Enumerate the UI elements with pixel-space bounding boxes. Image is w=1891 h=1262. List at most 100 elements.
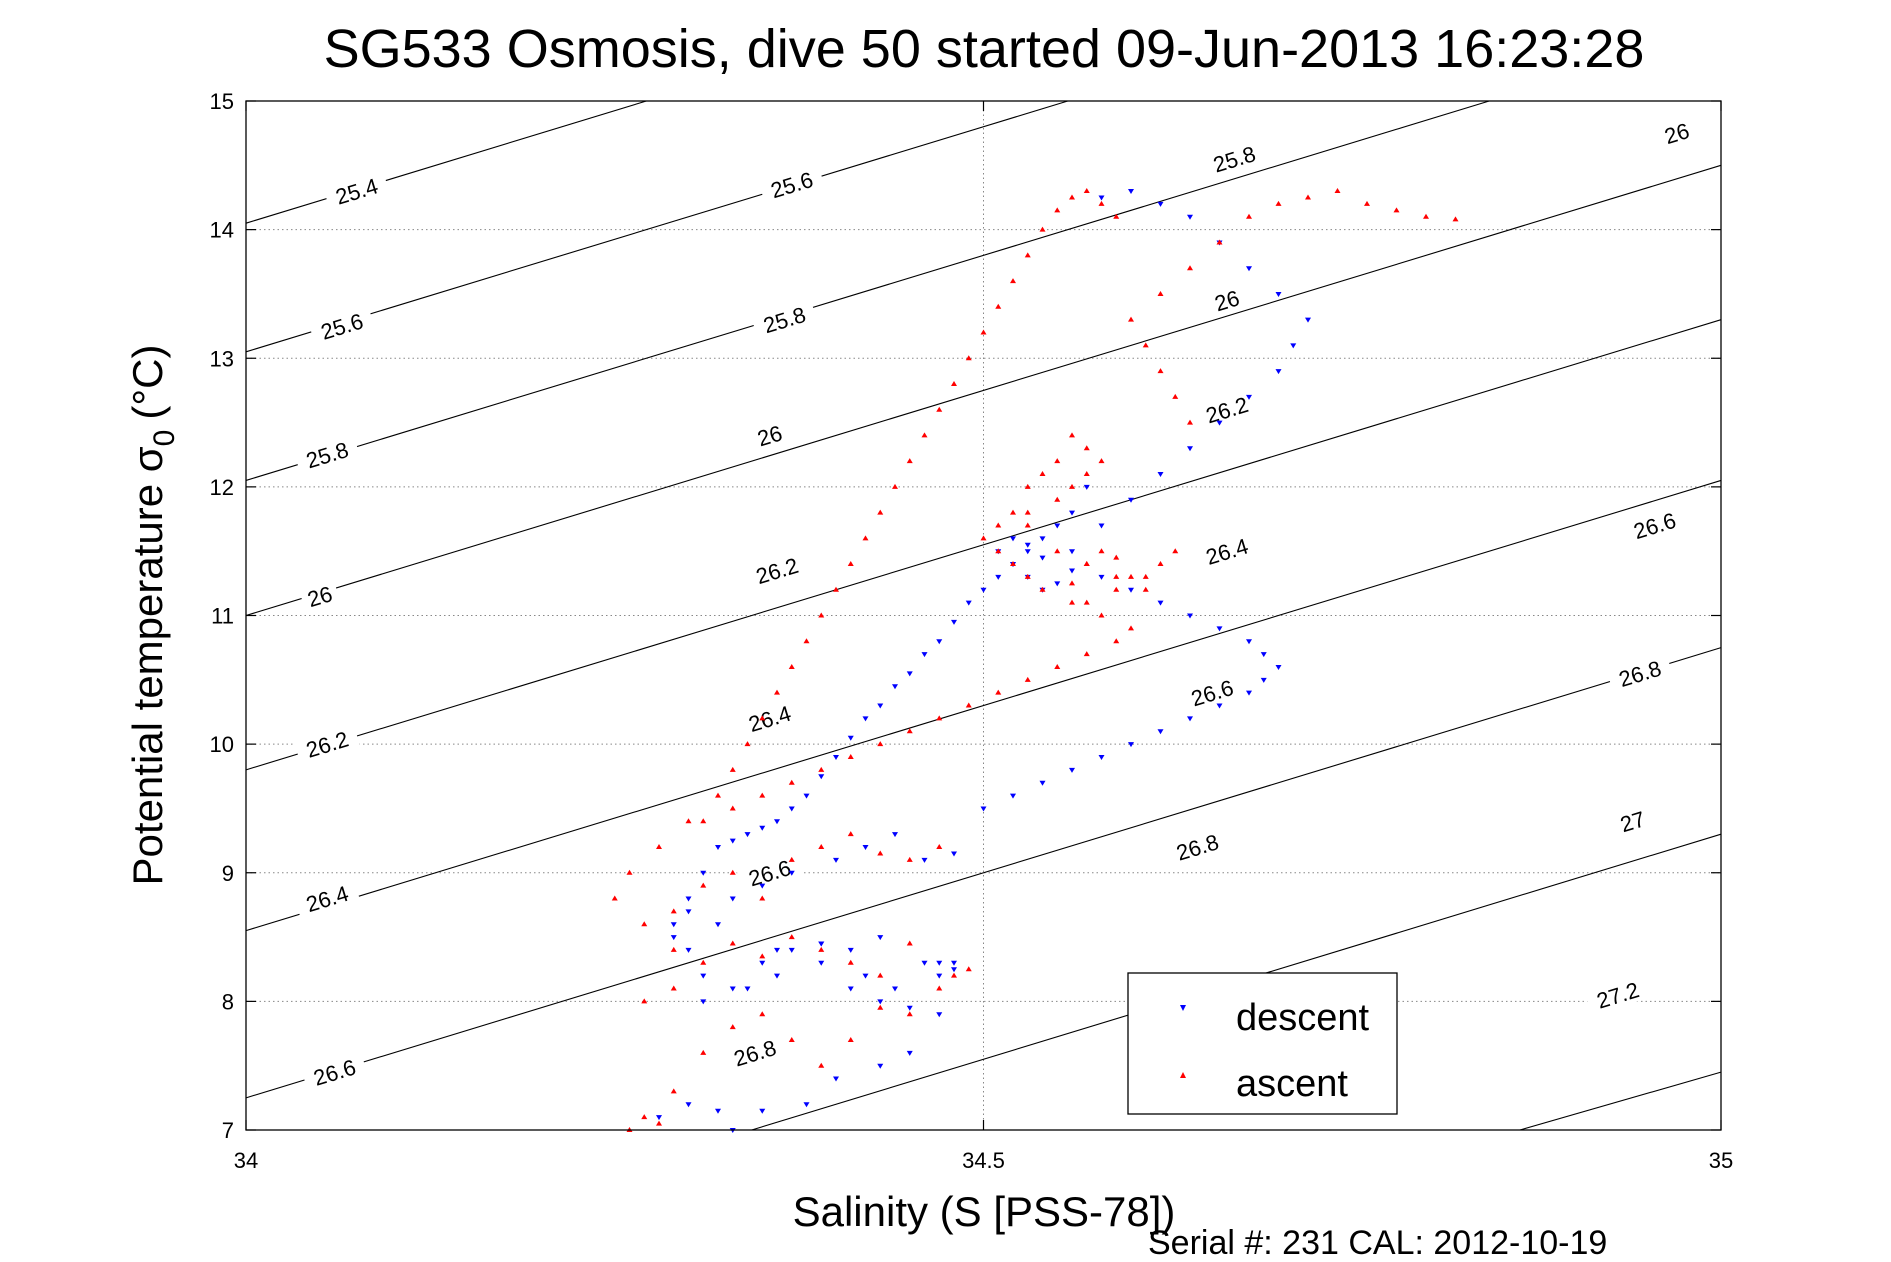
y-tick-label-2: 9 — [222, 861, 234, 886]
ascent-point-102 — [1098, 200, 1105, 206]
descent-point-88 — [951, 619, 957, 625]
descent-point-82 — [1039, 536, 1046, 542]
ascent-point-132 — [611, 895, 618, 901]
descent-point-42 — [1216, 703, 1223, 709]
ascent-point-21 — [818, 946, 825, 952]
descent-point-106 — [685, 896, 692, 902]
ascent-point-88 — [1142, 342, 1149, 348]
descent-point-26 — [729, 896, 736, 902]
descent-point-69 — [1275, 369, 1282, 375]
y-tick-label-5: 12 — [210, 475, 234, 500]
ascent-point-130 — [656, 844, 662, 850]
y-tick-label-4: 11 — [211, 604, 234, 629]
ascent-point-77 — [1098, 548, 1105, 554]
ascent-point-118 — [862, 535, 869, 541]
ascent-point-69 — [1010, 509, 1016, 515]
descent-point-61 — [1039, 555, 1046, 561]
ascent-point-96 — [1334, 188, 1341, 194]
ascent-point-47 — [1054, 663, 1061, 669]
ascent-point-122 — [803, 638, 810, 644]
ascent-point-57 — [980, 535, 987, 541]
descent-point-67 — [1216, 420, 1223, 426]
ascent-point-78 — [1083, 561, 1090, 567]
descent-point-60 — [1024, 542, 1031, 548]
ascent-point-30 — [818, 844, 825, 850]
contour-label-group-8: 26 — [748, 416, 791, 453]
chart-title: SG533 Osmosis, dive 50 started 09-Jun-20… — [324, 19, 1645, 79]
ascent-point-59 — [1024, 509, 1031, 515]
data-points — [611, 188, 1459, 1133]
ascent-point-124 — [774, 689, 780, 695]
contour-label-bg-2 — [1200, 136, 1268, 180]
ascent-point-87 — [1157, 368, 1164, 374]
ascent-point-4 — [700, 1049, 707, 1055]
descent-point-95 — [847, 735, 854, 741]
ascent-point-75 — [1128, 573, 1134, 579]
descent-point-12 — [774, 973, 780, 979]
descent-point-79 — [1083, 484, 1090, 490]
ascent-point-76 — [1113, 554, 1120, 560]
ascent-point-3 — [670, 1088, 677, 1094]
descent-point-97 — [818, 774, 825, 780]
contour-label-bg-10 — [298, 577, 341, 613]
legend-box — [1127, 972, 1398, 1115]
ascent-point-26 — [700, 882, 707, 888]
ascent-point-41 — [877, 741, 884, 747]
ascent-point-10 — [877, 1004, 884, 1010]
descent-point-37 — [1069, 767, 1075, 773]
contour-label-bg-24 — [1584, 972, 1651, 1016]
ascent-point-52 — [1069, 599, 1075, 605]
descent-point-1 — [656, 1115, 662, 1121]
descent-point-101 — [759, 825, 766, 831]
descent-point-4 — [759, 1108, 766, 1114]
descent-point-90 — [921, 652, 928, 658]
ascent-point-19 — [759, 953, 766, 959]
ascent-point-82 — [1142, 573, 1149, 579]
contour-label-bg-3 — [1655, 114, 1698, 150]
ascent-point-27 — [729, 869, 736, 875]
contour-label-bg-4 — [308, 303, 376, 347]
ascent-point-120 — [833, 586, 839, 592]
ascent-point-66 — [1054, 458, 1061, 464]
ascent-point-93 — [1246, 213, 1252, 219]
contour-label-bg-7 — [293, 432, 361, 476]
ascent-point-6 — [759, 1011, 766, 1017]
descent-point-49 — [1187, 613, 1193, 619]
ascent-point-34 — [936, 844, 943, 850]
descent-point-9 — [936, 1012, 943, 1018]
descent-point-107 — [670, 922, 677, 928]
descent-point-80 — [1069, 510, 1075, 516]
ascent-point-37 — [759, 792, 766, 798]
descent-point-25 — [685, 909, 692, 915]
descent-point-18 — [670, 935, 677, 941]
y-axis-label-subscript: 0 — [148, 430, 181, 447]
ascent-point-62 — [1083, 471, 1090, 477]
descent-point-36 — [1039, 780, 1046, 786]
ascent-point-83 — [1157, 561, 1164, 567]
descent-point-78 — [1098, 195, 1105, 201]
contour-label-bg-1 — [758, 162, 825, 206]
density-contour-27-line — [1519, 1071, 1722, 1131]
y-tick-label-6: 13 — [210, 346, 234, 371]
ascent-point-134 — [670, 946, 677, 952]
descent-point-35 — [1010, 793, 1016, 799]
ascent-point-105 — [1054, 207, 1061, 213]
ascent-point-117 — [877, 509, 884, 515]
ascent-point-94 — [1275, 200, 1282, 206]
contour-label-bg-0 — [322, 168, 390, 212]
ascent-point-20 — [788, 934, 795, 940]
ascent-point-49 — [1113, 638, 1120, 644]
contour-label-bg-13 — [1620, 503, 1688, 546]
ascent-point-42 — [906, 728, 913, 734]
descent-point-108 — [685, 947, 692, 953]
ascent-point-131 — [626, 869, 633, 875]
descent-point-22 — [847, 947, 854, 953]
descent-point-40 — [1157, 729, 1164, 735]
ascent-point-60 — [1054, 496, 1061, 502]
contour-label-group-6: 26 — [1205, 281, 1248, 318]
ascent-point-43 — [936, 715, 943, 721]
ascent-point-5 — [729, 1024, 736, 1030]
descent-point-62 — [1069, 549, 1075, 555]
x-tick-label-0: 34 — [234, 1148, 258, 1173]
